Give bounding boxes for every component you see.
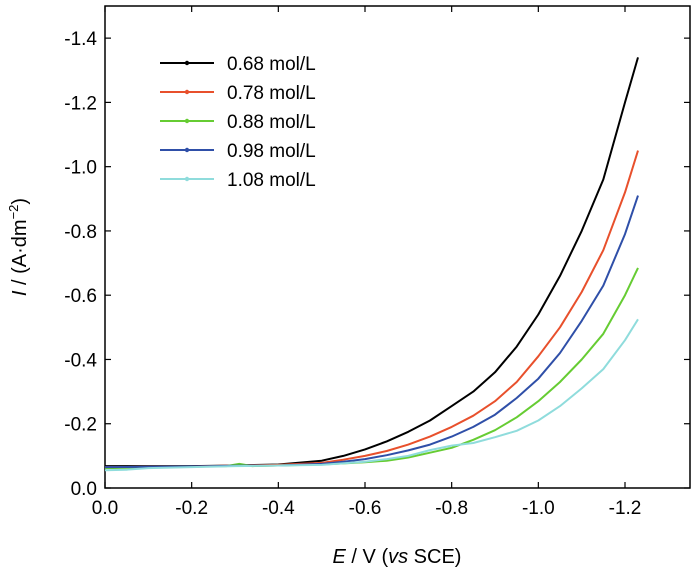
y-axis-title: I / (A·dm−2) [6,198,31,296]
x-tick-label: -0.6 [349,498,382,519]
legend-marker [184,89,190,95]
series-line-3 [104,267,639,470]
legend-label: 0.68 mol/L [227,54,316,75]
y-tick-label: 0.0 [71,479,97,500]
legend-label: 0.78 mol/L [227,83,316,104]
x-axis-title: E / V (vs SCE) [333,546,462,568]
series-line-5 [104,318,639,472]
y-tick-label: -0.6 [64,286,97,307]
y-axis-ticks: 0.0 -0.2 -0.4 -0.6 -0.8 -1.0 -1.2 -1.4 [64,29,690,500]
series-line-1 [105,57,639,468]
y-tick-label: -0.8 [64,222,97,243]
x-tick-label: -0.8 [435,498,468,519]
x-axis-ticks: 0.0 -0.2 -0.4 -0.6 -0.8 -1.0 -1.2 [92,6,642,519]
legend-label: 0.88 mol/L [227,112,316,133]
x-tick-label: -1.2 [609,498,642,519]
legend-label: 0.98 mol/L [227,141,316,162]
x-tick-label: -0.2 [175,498,208,519]
y-tick-label: -0.4 [64,350,97,371]
legend-marker [184,118,190,124]
series-line-2 [104,150,639,469]
legend-label: 1.08 mol/L [227,170,316,191]
legend-marker [184,176,190,182]
x-tick-label: -0.4 [262,498,295,519]
x-tick-label: -1.0 [522,498,555,519]
y-tick-label: -1.4 [64,29,97,50]
plot-frame [104,5,691,489]
y-tick-label: -0.2 [64,415,97,436]
y-tick-label: -1.2 [64,93,97,114]
legend: 0.68 mol/L 0.78 mol/L 0.88 mol/L 0.98 mol/L… [160,54,316,191]
legend-marker [184,147,190,153]
legend-marker [184,60,190,66]
series-layer [104,57,639,472]
y-tick-label: -1.0 [64,158,97,179]
x-tick-label: 0.0 [92,498,118,519]
